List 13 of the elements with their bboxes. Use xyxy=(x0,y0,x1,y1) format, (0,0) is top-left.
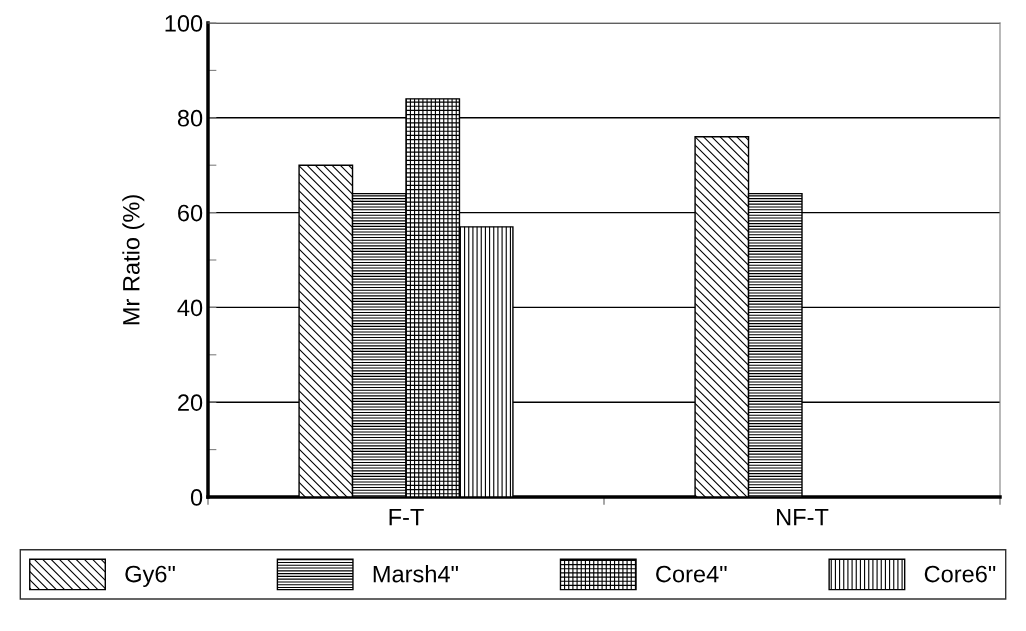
y-tick-label: 20 xyxy=(178,394,203,411)
y-tick-label: 100 xyxy=(165,15,203,32)
legend-label: Core6" xyxy=(924,565,996,583)
legend-label: Core4" xyxy=(656,565,727,583)
y-tick-label: 0 xyxy=(190,489,203,506)
x-tick-label: NF-T xyxy=(777,508,829,526)
y-tick-label: 40 xyxy=(177,299,203,317)
legend-label: Gy6" xyxy=(125,565,175,588)
legend-label: Marsh4" xyxy=(373,565,458,583)
y-tick-label: 60 xyxy=(178,204,203,222)
y-axis-title: Mr Ratio (%) xyxy=(122,195,145,325)
x-tick-label: F-T xyxy=(389,508,424,526)
y-tick-label: 80 xyxy=(177,109,203,127)
